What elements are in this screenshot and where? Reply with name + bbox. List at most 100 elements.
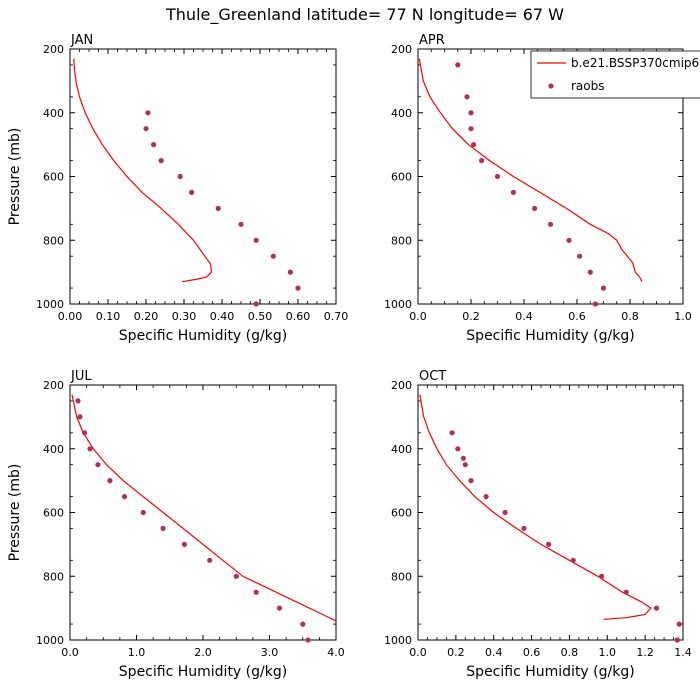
raobs-point <box>177 173 183 180</box>
y-tick-label: 800 <box>391 570 412 583</box>
y-tick-label: 200 <box>43 379 64 392</box>
x-tick-label: 1.2 <box>636 646 654 659</box>
raobs-point <box>121 494 128 500</box>
panel-label: APR <box>419 33 445 48</box>
figure-title: Thule_Greenland latitude= 77 N longitude… <box>165 5 564 25</box>
x-tick-label: 0.30 <box>172 310 197 323</box>
x-tick-label: 0.4 <box>485 646 503 659</box>
raobs-point <box>107 478 113 484</box>
y-tick-label: 800 <box>391 234 412 247</box>
y-tick-label: 1000 <box>36 634 64 647</box>
panels: JAN 0.00 0.10 0.20 0.30 0.40 0.50 0.60 0.70 200 40… <box>7 33 692 680</box>
x-tick-label: 1.0 <box>128 646 146 659</box>
raobs-point <box>270 253 276 259</box>
x-axis-label: Specific Humidity (g/kg) <box>119 328 287 344</box>
x-tick-label: 0.8 <box>561 646 579 659</box>
raobs-point <box>587 269 593 275</box>
x-tick-label: 0.0 <box>61 646 79 659</box>
raobs-point <box>460 455 466 461</box>
x-tick-label: 0.20 <box>134 310 159 323</box>
raobs-point <box>238 221 244 227</box>
raobs-point <box>207 557 213 563</box>
raobs-point <box>151 142 157 148</box>
panel-label: JAN <box>70 33 93 48</box>
panel-apr: APR 0.0 0.2 0.4 0.6 0.8 1.0 200 400 600 800 1000 Spe… <box>384 33 692 344</box>
raobs-point <box>547 221 554 227</box>
raobs-point <box>468 110 474 116</box>
raobs-point <box>295 285 301 291</box>
x-tick-label: 1.0 <box>599 646 617 659</box>
series-line-model <box>419 394 652 620</box>
raobs-point <box>468 478 474 484</box>
raobs-point <box>676 621 682 627</box>
raobs-point <box>566 237 572 243</box>
raobs-point <box>143 126 149 132</box>
legend: b.e21.BSSP370cmip6 raobs <box>530 50 700 99</box>
x-tick-label: 2.0 <box>194 646 212 659</box>
x-tick-label: 0.8 <box>621 310 639 323</box>
raobs-point <box>82 430 88 436</box>
raobs-point <box>471 142 477 148</box>
raobs-point <box>455 446 461 452</box>
y-tick-label: 1000 <box>36 298 64 311</box>
raobs-point <box>532 205 538 211</box>
raobs-point <box>464 94 470 100</box>
raobs-point <box>305 637 311 643</box>
x-tick-label: 0.50 <box>248 310 273 323</box>
x-axis-label: Specific Humidity (g/kg) <box>119 664 287 680</box>
series-line-model <box>71 394 336 622</box>
x-tick-label: 0.0 <box>409 310 427 323</box>
raobs-point <box>160 525 166 532</box>
raobs-point <box>145 110 151 116</box>
x-tick-label: 3.0 <box>261 646 279 659</box>
raobs-point <box>546 541 552 548</box>
x-tick-label: 0.2 <box>447 646 465 659</box>
y-axis-label: Pressure (mb) <box>7 128 23 226</box>
y-tick-label: 200 <box>391 43 412 56</box>
raobs-point <box>502 509 508 516</box>
y-tick-label: 600 <box>43 171 64 184</box>
raobs-point <box>140 509 146 516</box>
x-tick-label: 0.00 <box>58 310 83 323</box>
raobs-point <box>215 205 221 211</box>
raobs-point <box>623 589 629 595</box>
raobs-point <box>577 253 583 259</box>
raobs-point <box>570 557 576 563</box>
panel-label: OCT <box>419 369 446 384</box>
y-tick-label: 600 <box>391 171 412 184</box>
raobs-point <box>510 189 516 195</box>
series-line-model <box>418 58 643 282</box>
raobs-point <box>674 637 680 643</box>
raobs-point <box>95 462 101 468</box>
legend-box <box>530 50 700 99</box>
plot-frame <box>417 384 684 641</box>
x-tick-label: 0.6 <box>523 646 541 659</box>
raobs-point <box>276 605 283 611</box>
panel-jul: JUL 0.0 1.0 2.0 3.0 4.0 200 400 600 800 1000 Specif… <box>7 369 345 680</box>
y-tick-label: 1000 <box>384 634 412 647</box>
legend-label-raobs: raobs <box>571 79 605 93</box>
x-axis-label: Specific Humidity (g/kg) <box>466 328 634 344</box>
raobs-point <box>521 525 527 532</box>
x-axis-label: Specific Humidity (g/kg) <box>466 664 634 680</box>
y-tick-label: 1000 <box>384 298 412 311</box>
y-axis-label: Pressure (mb) <box>7 464 23 562</box>
raobs-point <box>468 126 474 132</box>
y-tick-label: 600 <box>43 507 64 520</box>
plot-frame <box>69 48 337 305</box>
raobs-point <box>77 414 83 420</box>
raobs-point <box>494 173 501 180</box>
x-tick-label: 0.4 <box>515 310 533 323</box>
raobs-point <box>233 573 239 579</box>
y-tick-label: 400 <box>43 107 64 120</box>
raobs-point <box>253 589 259 595</box>
y-tick-label: 400 <box>43 443 64 456</box>
raobs-point <box>87 446 93 452</box>
raobs-point <box>189 189 195 195</box>
y-tick-label: 200 <box>43 43 64 56</box>
y-tick-label: 400 <box>391 443 412 456</box>
raobs-point <box>253 237 259 243</box>
raobs-point <box>592 301 599 307</box>
raobs-point <box>300 621 306 627</box>
